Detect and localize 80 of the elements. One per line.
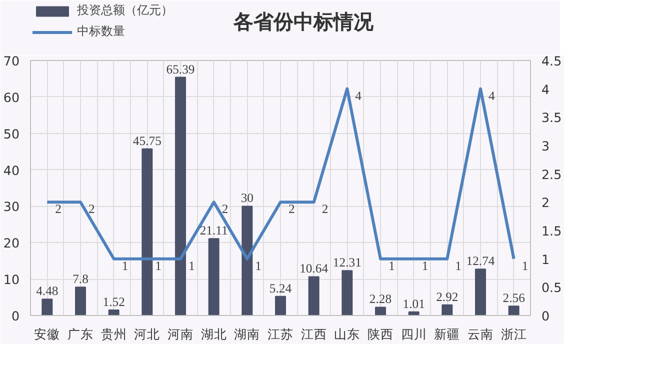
data-label: 21.11 — [200, 224, 228, 238]
y2-tick-label: 4.5 — [542, 54, 562, 68]
y2-tick-label: 0 — [542, 308, 550, 324]
data-label: 2.56 — [502, 291, 525, 306]
bar — [475, 268, 486, 316]
data-label: 4 — [488, 88, 496, 103]
data-label: 1.52 — [102, 294, 125, 309]
x-tick-label: 江苏 — [268, 326, 294, 342]
x-tick-label: 河南 — [168, 326, 194, 342]
data-label: 4.48 — [36, 284, 58, 298]
bar — [142, 148, 153, 316]
y-tick-label: 30 — [3, 199, 20, 214]
data-label: 2 — [222, 202, 228, 216]
data-label: 4 — [355, 88, 362, 103]
x-tick-label: 贵州 — [100, 326, 127, 342]
y2-tick-label: 2 — [542, 195, 550, 210]
data-label: 2.92 — [436, 290, 458, 304]
y2-tick-label: 1.5 — [542, 224, 562, 238]
bar — [508, 306, 520, 316]
x-tick-label: 湖南 — [234, 326, 260, 342]
data-label: 2 — [288, 202, 295, 216]
x-tick-label: 陕西 — [368, 326, 394, 342]
data-label: 45.75 — [132, 134, 162, 148]
y2-tick-label: 1 — [542, 252, 550, 267]
legend-label: 投资总额（亿元） — [77, 2, 173, 19]
y2-tick-label: 0.5 — [542, 280, 562, 296]
x-tick-label: 浙江 — [500, 326, 527, 342]
data-label: 1 — [522, 258, 528, 273]
bar — [242, 206, 253, 316]
x-tick-label: 新疆 — [434, 326, 460, 342]
data-label: 30 — [240, 191, 254, 206]
data-label: 2 — [322, 202, 328, 216]
data-label: 1 — [422, 258, 428, 273]
bar — [375, 306, 386, 316]
data-label: 12.74 — [466, 254, 496, 268]
y2-tick-label: 3 — [542, 138, 550, 154]
data-label: 1 — [455, 258, 462, 273]
chart-title: 各省份中标情况 — [232, 9, 374, 34]
x-tick-label: 河北 — [134, 326, 160, 342]
data-label: 65.39 — [166, 62, 195, 76]
x-tick-label: 广东 — [68, 326, 94, 342]
y-tick-label: 0 — [11, 308, 20, 324]
x-tick-label: 江西 — [300, 326, 327, 342]
data-label: 5.24 — [269, 281, 292, 296]
x-tick-label: 山东 — [334, 326, 360, 342]
data-label: 1 — [255, 258, 262, 273]
y2-tick-label: 4 — [542, 82, 550, 97]
y2-tick-label: 3.5 — [542, 110, 562, 126]
data-label: 2.28 — [369, 292, 392, 306]
data-label: 1 — [155, 258, 162, 273]
y-tick-label: 10 — [3, 272, 20, 288]
y-tick-label: 50 — [3, 126, 20, 142]
x-tick-label: 湖北 — [200, 326, 227, 342]
x-tick-label: 安徽 — [34, 326, 60, 342]
x-tick-label: 四川 — [400, 326, 427, 342]
bar — [75, 286, 86, 316]
bar — [275, 296, 286, 316]
bar — [208, 238, 220, 316]
data-label: 2 — [55, 202, 62, 216]
y-tick-label: 60 — [3, 90, 20, 105]
bar — [42, 298, 53, 316]
bar — [342, 270, 353, 316]
data-label: 7.8 — [72, 272, 88, 286]
legend-label: 中标数量 — [77, 23, 125, 40]
y-tick-label: 40 — [3, 162, 20, 178]
bar — [175, 76, 186, 316]
data-label: 10.64 — [300, 262, 329, 276]
bar — [308, 276, 320, 316]
y2-tick-label: 2.5 — [542, 166, 562, 182]
bar — [442, 304, 453, 316]
x-tick-label: 云南 — [468, 326, 494, 342]
y-tick-label: 20 — [3, 236, 20, 251]
data-label: 1 — [188, 258, 195, 273]
data-label: 1 — [388, 258, 395, 273]
data-label: 1 — [122, 258, 128, 273]
data-label: 12.31 — [332, 256, 362, 270]
y-tick-label: 70 — [3, 54, 20, 68]
data-label: 2 — [88, 202, 95, 216]
bar — [108, 309, 120, 316]
data-label: 1.01 — [402, 296, 425, 311]
